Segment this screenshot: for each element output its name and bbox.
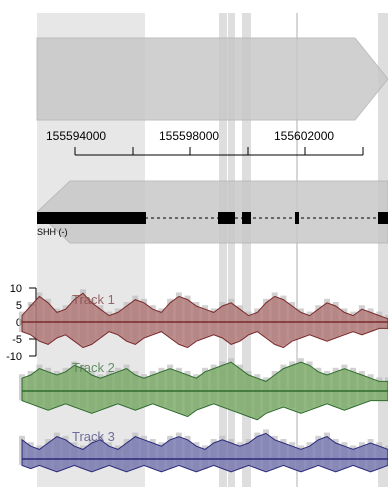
ruler-tick-label: 155594000 (46, 129, 106, 143)
gene-exon (37, 212, 146, 224)
track-label-1: Track 1 (72, 292, 115, 307)
y-axis-tick-label: 5 (16, 300, 22, 312)
ruler-tick-label: 155598000 (159, 129, 219, 143)
y-axis-tick-label: -5 (12, 334, 22, 346)
highlight-region-6 (378, 13, 388, 487)
track-label-3: Track 3 (72, 429, 115, 444)
track-label-2: Track 2 (72, 360, 115, 375)
signal-area (21, 432, 388, 473)
highlight-region-4 (242, 13, 251, 487)
region-arrow-reverse (36, 180, 388, 244)
gene-exon (218, 212, 235, 224)
highlight-region-2 (219, 13, 227, 487)
highlight-region-5 (296, 13, 298, 487)
signal-area (21, 292, 388, 349)
region-arrow-forward (36, 37, 388, 121)
gene-label: SHH (-) (37, 227, 68, 237)
gene-exon (378, 212, 388, 224)
signal-tracks (19, 289, 388, 473)
track-1 (19, 289, 388, 349)
ruler-tick-label: 155602000 (274, 129, 334, 143)
track-2 (19, 358, 388, 421)
gene-model: SHH (-) (37, 212, 388, 237)
gene-exon (242, 212, 251, 224)
coordinate-ruler: 155594000 155598000 155602000 (46, 129, 364, 156)
y-axis-tick-label: 10 (10, 283, 22, 295)
y-axis-tick-label: 0 (16, 317, 22, 329)
gene-exon (295, 212, 299, 224)
track-3 (19, 429, 388, 473)
highlight-region-3 (228, 13, 235, 487)
y-axis-tick-label: -10 (6, 351, 22, 363)
